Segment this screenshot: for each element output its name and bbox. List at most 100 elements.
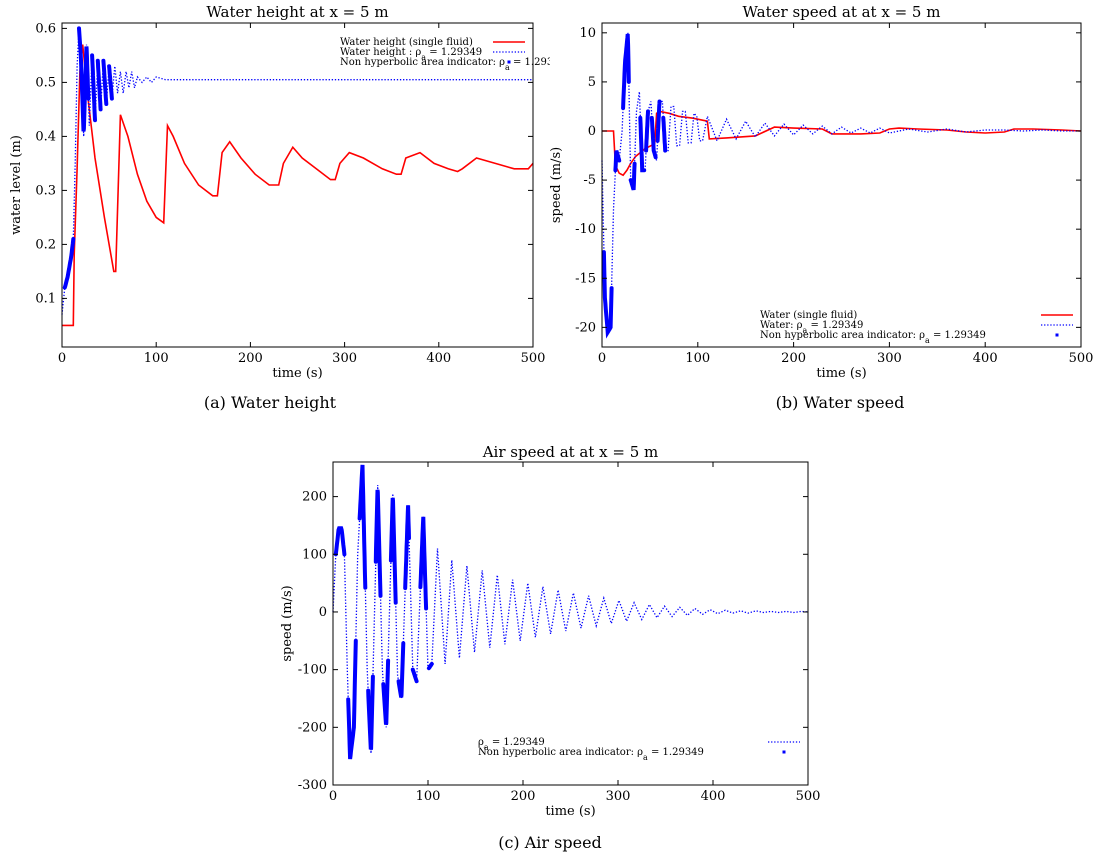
chart-title: Water height at x = 5 m: [206, 3, 388, 21]
subscript-a: a: [421, 53, 426, 62]
air-speed-chart: Air speed at at x = 5 m 0 100 200 300 400 500 -…: [268, 440, 833, 830]
legend-label: Non hyperbolic area indicator: ρa = 1.29…: [760, 330, 986, 345]
water-height-caption: (a) Water height: [203, 393, 337, 412]
plot-frame: [601, 22, 1082, 348]
x-tick-label: 200: [781, 351, 806, 366]
x-axis-label: time (s): [545, 804, 595, 819]
non-hyperbolic-marker: [601, 250, 614, 339]
non-hyperbolic-marker: [649, 115, 658, 160]
non-hyperbolic-marker: [655, 99, 662, 143]
y-tick-label: -200: [298, 720, 327, 735]
y-tick-label: 0: [319, 605, 327, 620]
non-hyperbolic-marker: [101, 58, 109, 106]
legend-label: Water: ρa = 1.29349: [760, 320, 863, 335]
x-tick-label: 100: [416, 789, 441, 804]
y-tick-label: 5: [588, 75, 596, 90]
series-line-single-fluid: [602, 110, 1082, 177]
series-line-two-fluid: [332, 464, 809, 760]
legend-label: Water (single fluid): [760, 310, 857, 321]
subscript-a: a: [484, 743, 489, 752]
x-tick-label: 300: [877, 351, 902, 366]
non-hyperbolic-marker: [644, 109, 650, 153]
non-hyperbolic-marker: [396, 641, 406, 698]
water-height-chart: Water height at x = 5 m 0 100 200 300 400 500 0…: [0, 0, 550, 390]
plot-frame: [61, 22, 534, 348]
air-speed-plot-svg: Air speed at at x = 5 m 0 100 200 300 400 500 -…: [280, 443, 821, 819]
y-tick-label: 10: [579, 26, 596, 41]
water-speed-plot-svg: Water speed at at x = 5 m0 100 200 300 400 50…: [550, 3, 1094, 381]
non-hyperbolic-marker: [613, 150, 622, 173]
subscript-a: a: [803, 326, 808, 335]
subscript-a: a: [505, 63, 510, 72]
non-hyperbolic-marker: [373, 489, 383, 598]
non-hyperbolic-marker: [403, 505, 411, 591]
x-axis-label: time (s): [272, 366, 322, 381]
x-tick-label: 500: [796, 789, 821, 804]
y-axis-label: speed (m/s): [280, 585, 295, 661]
y-tick-label: -15: [575, 271, 596, 286]
x-tick-label: 0: [329, 789, 337, 804]
x-tick-label: 200: [511, 789, 536, 804]
non-hyperbolic-marker: [628, 161, 637, 191]
legend-label: ρa = 1.29349: [478, 737, 545, 752]
legend-label: Water height (single fluid): [340, 37, 473, 48]
non-hyperbolic-marker: [346, 638, 358, 760]
water-speed-caption: (b) Water speed: [775, 393, 905, 412]
series-line-two-fluid: [601, 32, 1081, 335]
non-hyperbolic-marker: [418, 516, 429, 611]
y-tick-label: 100: [302, 547, 327, 562]
chart-title: Air speed at at x = 5 m: [482, 443, 659, 461]
non-hyperbolic-marker: [381, 658, 391, 726]
subscript-a: a: [643, 753, 648, 762]
legend-marker-swatch: [782, 750, 786, 754]
y-tick-label: -5: [583, 173, 596, 188]
non-hyperbolic-marker: [388, 497, 398, 605]
y-tick-label: 0.3: [35, 183, 56, 198]
y-tick-label: -20: [575, 320, 596, 335]
x-tick-label: 500: [1069, 351, 1094, 366]
x-tick-label: 0: [58, 351, 66, 366]
legend-marker-swatch: [1055, 333, 1059, 337]
y-tick-label: 0.5: [35, 75, 56, 90]
x-tick-label: 0: [598, 351, 606, 366]
legend-label: Non hyperbolic area indicator: ρa = 1.29…: [340, 57, 550, 72]
legend-marker-swatch: [507, 60, 511, 64]
chart-title: Water speed at at x = 5 m: [743, 3, 941, 21]
non-hyperbolic-marker: [107, 64, 114, 101]
water-height-plot-svg: Water height at x = 5 m 0 100 200 300 400 500 0…: [9, 3, 550, 381]
legend-label: Water height : ρa = 1.29349: [340, 47, 482, 62]
x-axis-label: time (s): [816, 366, 866, 381]
subscript-a: a: [925, 336, 930, 345]
non-hyperbolic-marker: [333, 526, 347, 557]
non-hyperbolic-marker: [62, 237, 76, 290]
y-tick-label: 0: [588, 124, 596, 139]
x-tick-label: 400: [701, 789, 726, 804]
y-tick-label: 0.2: [35, 237, 56, 252]
y-tick-label: -300: [298, 778, 327, 793]
y-tick-label: 0.1: [35, 291, 56, 306]
legend-label: Non hyperbolic area indicator: ρa = 1.29…: [478, 747, 704, 762]
non-hyperbolic-marker: [410, 667, 419, 684]
x-tick-label: 200: [238, 351, 263, 366]
y-tick-label: 0.6: [35, 21, 56, 36]
x-tick-label: 100: [685, 351, 710, 366]
y-tick-label: 0.4: [35, 129, 56, 144]
y-tick-label: -100: [298, 663, 327, 678]
non-hyperbolic-marker: [77, 26, 88, 132]
non-hyperbolic-marker: [83, 46, 91, 101]
y-axis-label: water level (m): [9, 135, 24, 235]
non-hyperbolic-marker: [426, 661, 434, 671]
x-tick-label: 400: [973, 351, 998, 366]
y-tick-label: 200: [302, 490, 327, 505]
air-speed-caption: (c) Air speed: [498, 833, 602, 852]
non-hyperbolic-marker: [661, 115, 668, 153]
x-tick-label: 400: [426, 351, 451, 366]
series-line-two-fluid: [61, 28, 533, 315]
non-hyperbolic-marker: [95, 58, 103, 112]
x-tick-label: 300: [606, 789, 631, 804]
non-hyperbolic-marker: [638, 115, 647, 173]
y-tick-label: -10: [575, 222, 596, 237]
non-hyperbolic-marker: [90, 53, 97, 123]
plot-frame: [332, 461, 809, 786]
x-tick-label: 100: [144, 351, 169, 366]
